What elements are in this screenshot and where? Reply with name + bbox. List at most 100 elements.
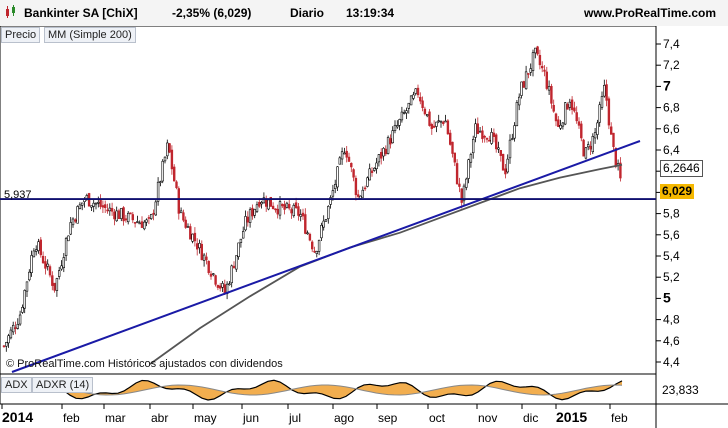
candles: [2, 45, 622, 352]
ma-tag[interactable]: MM (Simple 200): [44, 27, 136, 43]
candle-body: [444, 120, 447, 123]
support-label: 5,937: [4, 189, 32, 201]
candle-body: [347, 156, 351, 162]
candle-body: [304, 214, 307, 234]
candle-body: [117, 210, 121, 219]
candle-body: [150, 214, 153, 219]
candle-body: [490, 132, 493, 144]
candle-body: [60, 265, 63, 270]
candle-body: [430, 124, 433, 129]
price-tag[interactable]: Precio: [1, 27, 41, 43]
candle-body: [55, 278, 59, 291]
x-tick-label: dic: [523, 411, 538, 425]
candle-body: [242, 231, 245, 239]
candle-body: [244, 216, 247, 231]
candle-body: [184, 219, 187, 228]
candle-body: [612, 132, 615, 147]
candle-body: [354, 177, 358, 196]
y-tick-label: 6,8: [663, 101, 680, 115]
candle-body: [290, 209, 293, 214]
candle-body: [283, 204, 286, 210]
candle-body: [338, 157, 341, 165]
y-tick-label: 7: [663, 77, 671, 93]
candle-body: [239, 238, 243, 243]
y-tick-label: 4,8: [663, 313, 680, 327]
candle-body: [202, 254, 206, 261]
candle-body: [34, 249, 38, 252]
candle-body: [287, 203, 291, 209]
candle-body: [439, 120, 443, 123]
candle-body: [591, 136, 595, 153]
x-tick-label: mar: [105, 411, 126, 425]
candle-body: [462, 185, 466, 202]
candle-body: [421, 100, 424, 109]
y-tick-label: 5,2: [663, 270, 680, 284]
candle-body: [474, 123, 477, 138]
candle-body: [389, 138, 392, 145]
candle-body: [559, 124, 562, 129]
candle-body: [423, 108, 427, 115]
adxr-tag[interactable]: ADXR (14): [32, 377, 94, 393]
candle-body: [522, 81, 526, 88]
candle-body: [448, 132, 452, 145]
candle-body: [9, 329, 13, 339]
candle-body: [382, 147, 385, 157]
candle-body: [276, 208, 279, 215]
moving-average-line: [149, 163, 623, 365]
candle-body: [297, 206, 300, 216]
candle-body: [163, 156, 167, 162]
candle-body: [414, 88, 417, 94]
period-label: Diario: [290, 6, 325, 20]
candle-body: [508, 139, 512, 159]
candle-body: [442, 121, 445, 124]
candle-body: [437, 120, 440, 122]
candle-body: [294, 202, 298, 208]
candle-body: [529, 68, 532, 73]
x-tick-label: jun: [242, 411, 259, 425]
candle-body: [37, 241, 40, 251]
candle-body: [32, 250, 36, 258]
candle-body: [16, 324, 19, 329]
candle-body: [416, 87, 420, 96]
candle-body: [99, 199, 102, 207]
candle-body: [166, 142, 169, 157]
candle-body: [205, 256, 208, 261]
x-axis: 2014 feb mar abr may jun jul ago sep oct nov dic 201…: [1, 404, 628, 425]
candle-body: [196, 243, 199, 250]
candle-body: [384, 148, 387, 155]
y-tick-label: 5: [663, 289, 671, 305]
footer-note: © ProRealTime.com Históricos ajustados c…: [6, 358, 283, 370]
candle-body: [154, 201, 157, 216]
candle-body: [168, 143, 171, 153]
candle-body: [175, 181, 178, 189]
candle-body: [485, 138, 489, 140]
candle-body: [607, 98, 611, 126]
candle-body: [582, 139, 585, 157]
candle-body: [609, 126, 613, 135]
candle-body: [499, 150, 502, 156]
candle-body: [356, 194, 360, 197]
candle-body: [370, 170, 374, 174]
candle-body: [451, 141, 454, 154]
candle-body: [182, 212, 185, 221]
candle-body: [264, 200, 268, 207]
candle-body: [317, 239, 321, 252]
candle-body: [605, 84, 608, 101]
candle-body: [471, 139, 475, 154]
candle-body: [366, 177, 369, 187]
candle-body: [377, 154, 381, 163]
candle-body: [191, 233, 194, 242]
candle-body: [14, 327, 17, 329]
candle-body: [30, 255, 33, 273]
candle-body: [258, 201, 261, 207]
trend-line: [11, 140, 641, 373]
candle-body: [159, 181, 162, 183]
adx-tag[interactable]: ADX: [1, 377, 32, 393]
candle-body: [460, 188, 463, 203]
candle-body: [140, 221, 144, 228]
candle-body: [327, 206, 330, 219]
y-tick-label: 7,2: [663, 58, 680, 72]
ma-value-box: 6,2646: [660, 160, 703, 177]
candle-body: [552, 104, 555, 112]
candle-body: [435, 121, 438, 127]
